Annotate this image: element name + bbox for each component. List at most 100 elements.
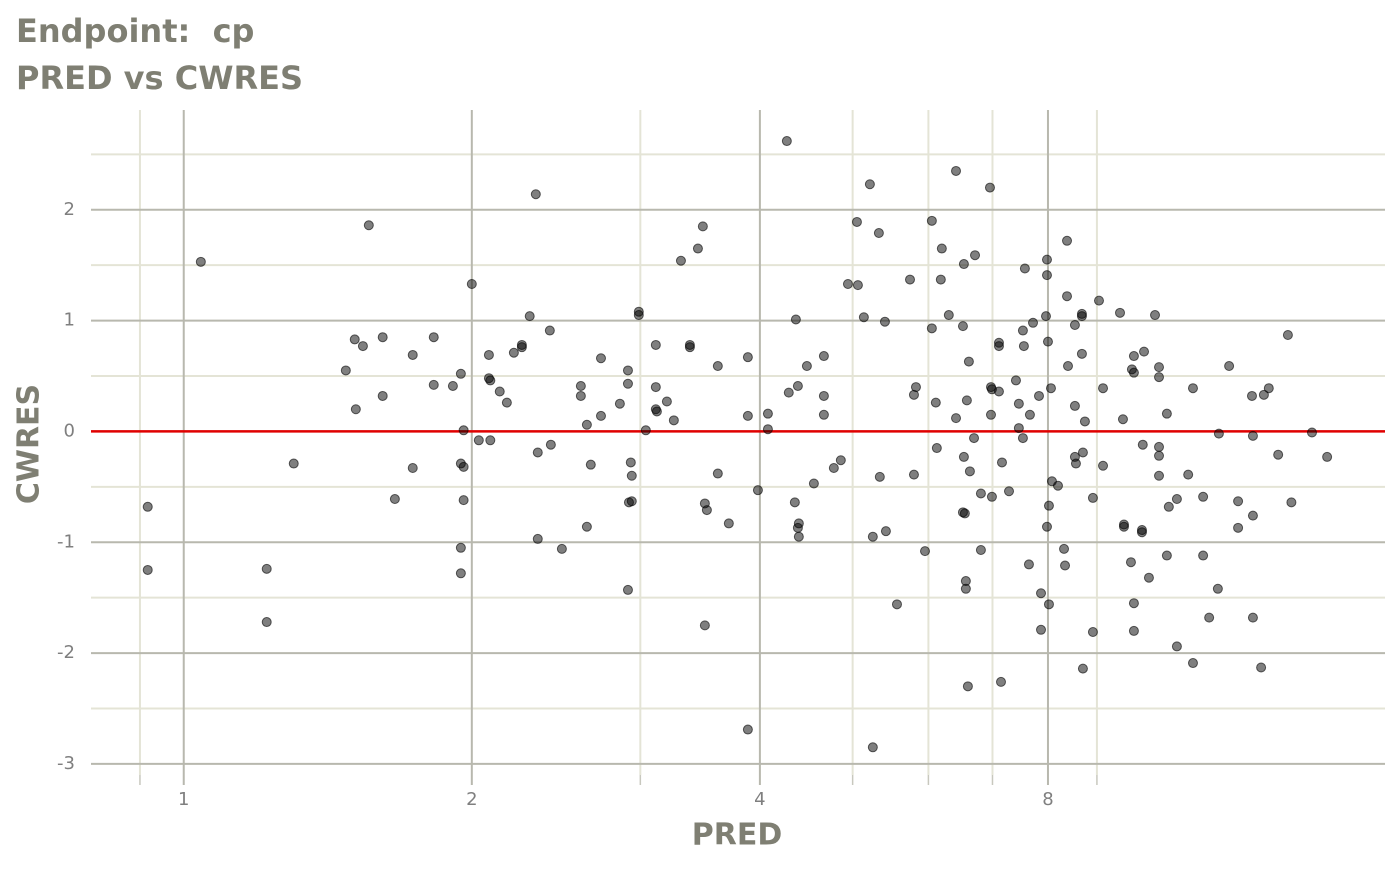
point bbox=[864, 179, 875, 190]
point bbox=[852, 280, 863, 291]
point bbox=[428, 332, 439, 343]
point bbox=[458, 425, 469, 436]
point bbox=[1187, 383, 1198, 394]
point bbox=[1246, 390, 1257, 401]
point bbox=[349, 334, 360, 345]
point bbox=[485, 435, 496, 446]
point bbox=[792, 380, 803, 391]
point bbox=[1128, 367, 1139, 378]
point bbox=[1306, 427, 1317, 438]
point bbox=[936, 243, 947, 254]
point bbox=[867, 742, 878, 753]
point bbox=[455, 568, 466, 579]
point bbox=[1042, 336, 1053, 347]
point bbox=[1070, 458, 1081, 469]
point bbox=[585, 459, 596, 470]
point bbox=[524, 311, 535, 322]
point bbox=[712, 468, 723, 479]
point bbox=[1017, 433, 1028, 444]
point bbox=[1098, 460, 1109, 471]
point bbox=[951, 165, 962, 176]
point bbox=[701, 505, 712, 516]
chart-title: Endpoint: cp bbox=[16, 12, 254, 50]
point bbox=[626, 470, 637, 481]
point bbox=[1118, 519, 1129, 530]
point bbox=[261, 563, 272, 574]
point bbox=[1069, 400, 1080, 411]
point bbox=[873, 228, 884, 239]
y-tick-label: -1 bbox=[57, 531, 75, 552]
point bbox=[1004, 486, 1015, 497]
point bbox=[675, 255, 686, 266]
point bbox=[975, 545, 986, 556]
point bbox=[483, 349, 494, 360]
point bbox=[818, 390, 829, 401]
point bbox=[995, 676, 1006, 687]
point bbox=[455, 368, 466, 379]
point bbox=[960, 583, 971, 594]
point bbox=[986, 491, 997, 502]
point bbox=[1154, 372, 1165, 383]
x-tick-label: 8 bbox=[1042, 789, 1053, 810]
point bbox=[1062, 235, 1073, 246]
point bbox=[1087, 492, 1098, 503]
point bbox=[625, 457, 636, 468]
point bbox=[1052, 480, 1063, 491]
point bbox=[1062, 291, 1073, 302]
point bbox=[943, 310, 954, 321]
point bbox=[261, 617, 272, 628]
point bbox=[781, 136, 792, 147]
point bbox=[1171, 494, 1182, 505]
point bbox=[783, 387, 794, 398]
point bbox=[142, 564, 153, 575]
point bbox=[742, 724, 753, 735]
point bbox=[389, 494, 400, 505]
point bbox=[742, 352, 753, 363]
chart-subtitle: PRED vs CWRES bbox=[16, 59, 303, 97]
point bbox=[1063, 361, 1074, 372]
point bbox=[961, 395, 972, 406]
point bbox=[963, 356, 974, 367]
point bbox=[926, 215, 937, 226]
y-tick-label: -2 bbox=[57, 642, 75, 663]
point bbox=[1233, 522, 1244, 533]
point bbox=[530, 189, 541, 200]
point bbox=[1136, 525, 1147, 536]
point bbox=[891, 599, 902, 610]
point bbox=[1286, 497, 1297, 508]
point bbox=[407, 462, 418, 473]
point bbox=[1258, 389, 1269, 400]
point bbox=[935, 274, 946, 285]
point bbox=[532, 447, 543, 458]
point bbox=[984, 182, 995, 193]
point bbox=[633, 310, 644, 321]
point bbox=[501, 397, 512, 408]
point bbox=[581, 521, 592, 532]
point bbox=[340, 365, 351, 376]
point bbox=[970, 250, 981, 261]
point bbox=[790, 314, 801, 325]
x-tick-label: 1 bbox=[178, 789, 189, 810]
point bbox=[1282, 329, 1293, 340]
point bbox=[1041, 254, 1052, 265]
point bbox=[1128, 625, 1139, 636]
point bbox=[595, 353, 606, 364]
point bbox=[904, 274, 915, 285]
point bbox=[1013, 423, 1024, 434]
point bbox=[455, 542, 466, 553]
point bbox=[466, 279, 477, 290]
point bbox=[801, 361, 812, 372]
point bbox=[957, 321, 968, 332]
point bbox=[1115, 307, 1126, 318]
point bbox=[1154, 470, 1165, 481]
point bbox=[485, 375, 496, 386]
point bbox=[288, 458, 299, 469]
point bbox=[1060, 560, 1071, 571]
point bbox=[1040, 311, 1051, 322]
point bbox=[1077, 447, 1088, 458]
point bbox=[357, 341, 368, 352]
point bbox=[650, 339, 661, 350]
point bbox=[1154, 450, 1165, 461]
point bbox=[1256, 662, 1267, 673]
